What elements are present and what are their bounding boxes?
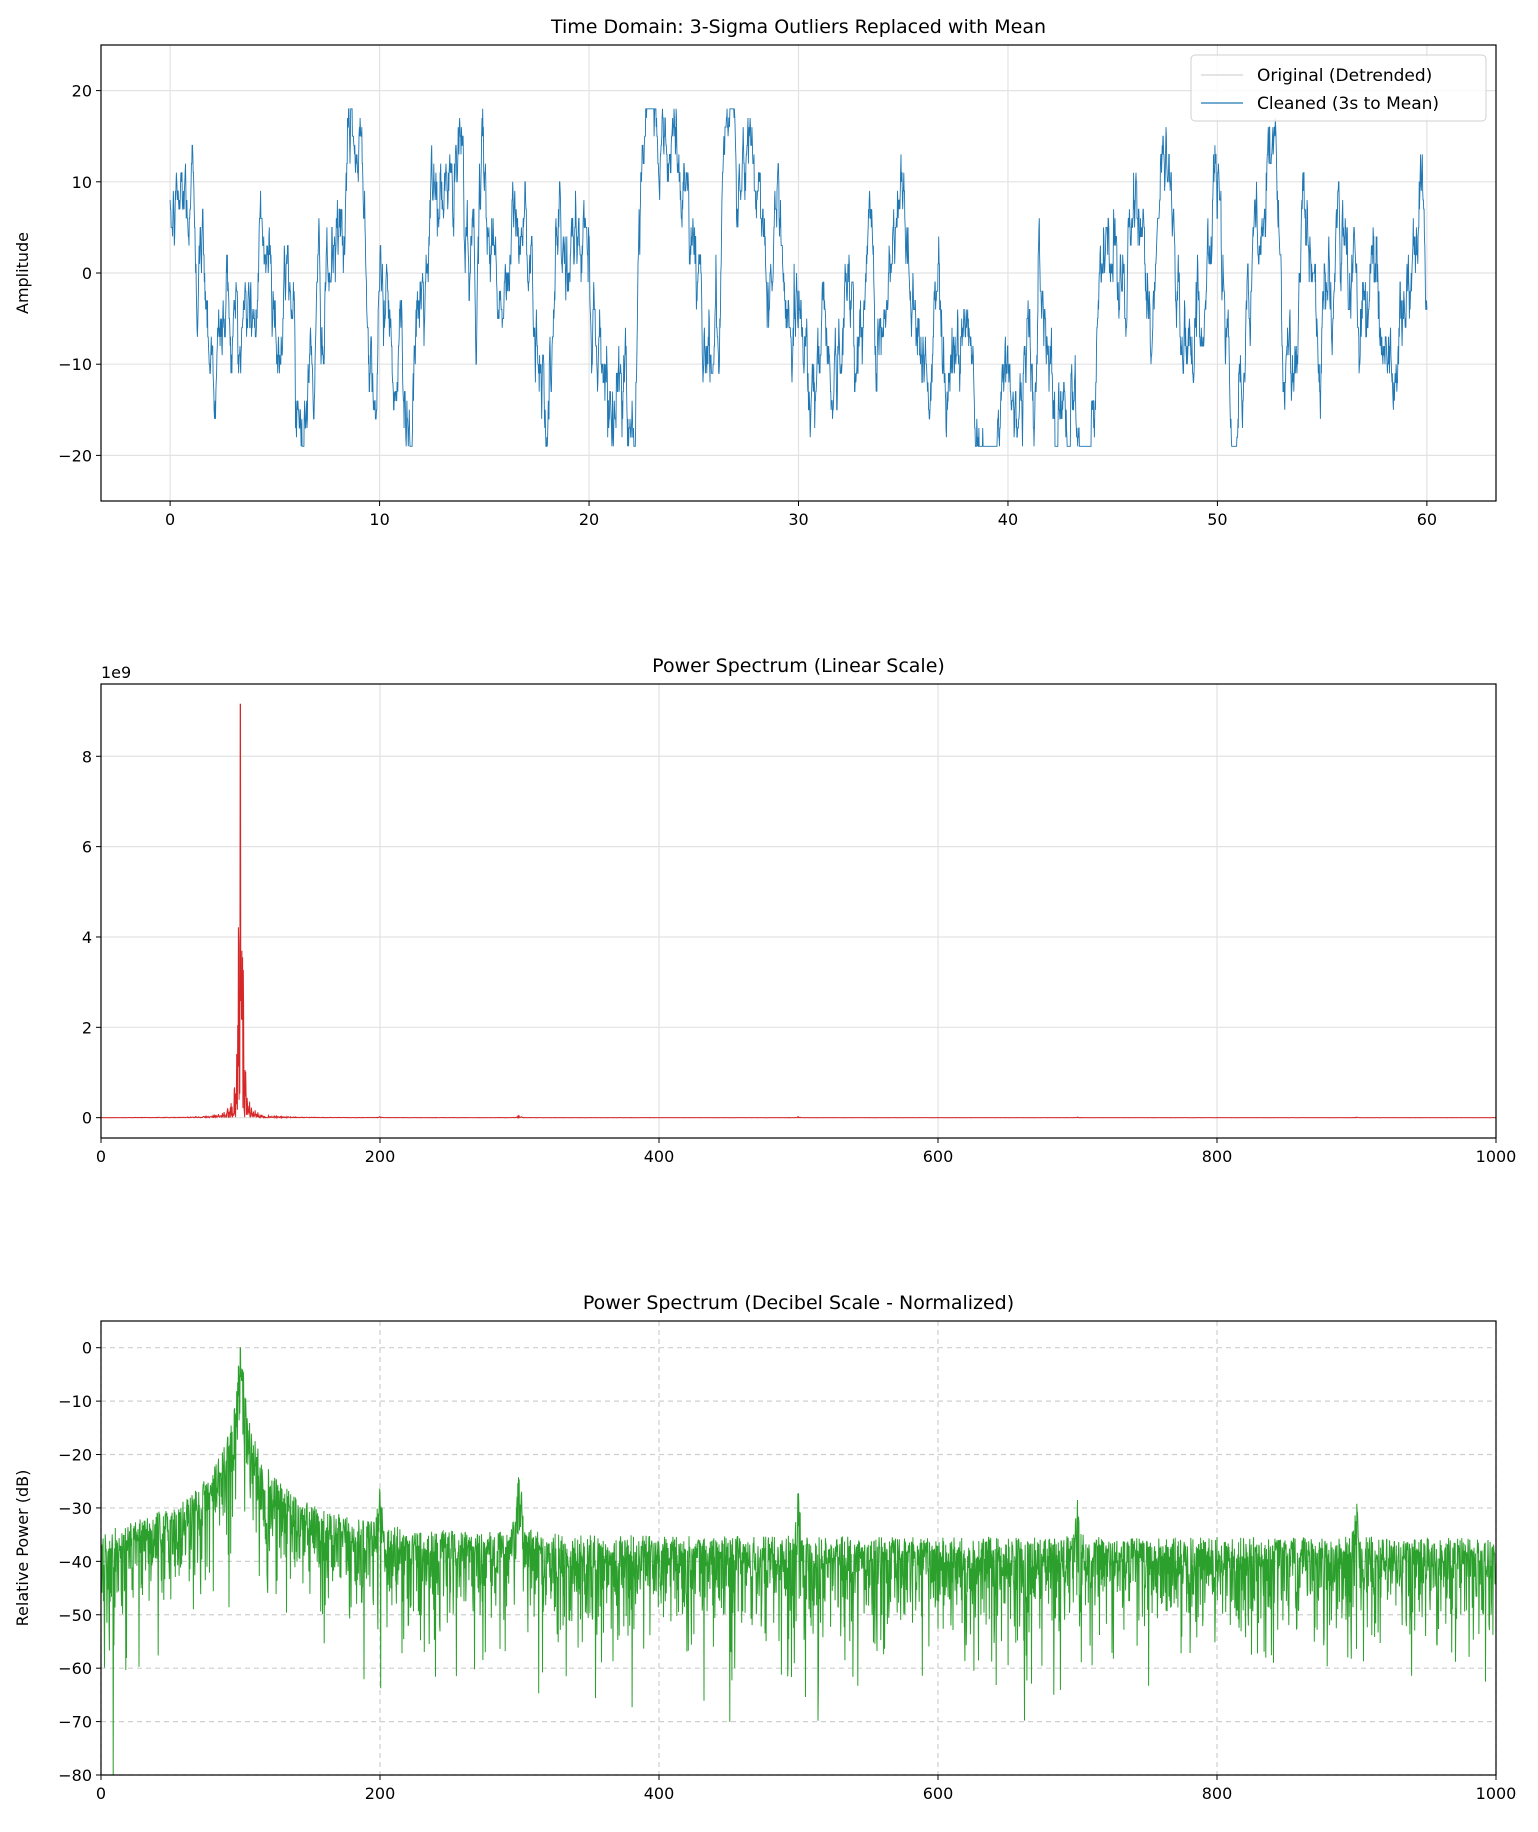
x-tick-label: 30 (788, 510, 808, 529)
y-tick-label: 0 (82, 1339, 92, 1358)
chart-title: Time Domain: 3-Sigma Outliers Replaced w… (550, 16, 1046, 38)
time-domain-plot: 0 10 20 30 40 50 60 −20 −10 0 10 20 Time Domain: 3-S… (13, 16, 1497, 529)
y-tick-label: −20 (58, 446, 92, 465)
y-tick-label: −10 (58, 1392, 92, 1411)
legend-box (1190, 54, 1487, 122)
y-tick-label: 2 (82, 1018, 92, 1037)
x-tick-label: 400 (644, 1784, 675, 1803)
series-line-cleaned (169, 108, 1428, 447)
x-tick-label: 20 (579, 510, 599, 529)
y-tick-label: 0 (82, 264, 92, 283)
linear-spectrum-plot: 0 200 400 600 800 1000 0 2 4 6 8 Power Spectrum (Li… (82, 655, 1517, 1166)
y-tick-label: −50 (58, 1606, 92, 1625)
db-spectrum-plot: 0 200 400 600 800 1000 −80 −70 −60 −50 −40 −30 −20 −1… (13, 1292, 1516, 1803)
y-offset-label: 1e9 (101, 663, 131, 682)
y-tick-label: 20 (72, 82, 92, 101)
y-tick-label: 0 (82, 1109, 92, 1128)
x-tick-label: 1000 (1476, 1784, 1517, 1803)
x-tick-label: 200 (365, 1147, 396, 1166)
x-tick-label: 600 (923, 1147, 954, 1166)
y-tick-label: −70 (58, 1713, 92, 1732)
x-tick-label: 400 (644, 1147, 675, 1166)
y-tick-label: −10 (58, 355, 92, 374)
y-axis-label: Amplitude (13, 232, 32, 314)
y-tick-label: −30 (58, 1499, 92, 1518)
x-tick-label: 50 (1207, 510, 1227, 529)
y-tick-label: 4 (82, 928, 92, 947)
axes-frame (100, 44, 1497, 502)
axes-frame (100, 1320, 1497, 1776)
x-tick-label: 60 (1417, 510, 1437, 529)
x-tick-label: 40 (998, 510, 1018, 529)
x-tick-label: 800 (1202, 1147, 1233, 1166)
series-line-db-power (101, 1347, 1496, 1775)
y-tick-label: −40 (58, 1552, 92, 1571)
y-tick-label: −20 (58, 1446, 92, 1465)
x-tick-label: 600 (923, 1784, 954, 1803)
y-tick-label: −60 (58, 1659, 92, 1678)
x-tick-label: 0 (165, 510, 175, 529)
y-tick-label: 8 (82, 747, 92, 766)
legend-label: Cleaned (3s to Mean) (1257, 94, 1439, 114)
y-axis-label: Relative Power (dB) (13, 1470, 32, 1627)
x-tick-label: 0 (96, 1147, 106, 1166)
x-tick-label: 1000 (1476, 1147, 1517, 1166)
y-tick-label: 10 (72, 173, 92, 192)
chart-title: Power Spectrum (Decibel Scale - Normaliz… (583, 1292, 1014, 1314)
legend: Original (Detrended) Cleaned (3s to Mean) (1190, 54, 1487, 122)
x-tick-label: 200 (365, 1784, 396, 1803)
x-tick-label: 800 (1202, 1784, 1233, 1803)
chart-title: Power Spectrum (Linear Scale) (652, 655, 945, 677)
y-tick-label: 6 (82, 838, 92, 857)
x-tick-label: 10 (369, 510, 389, 529)
series-line-linear-power (101, 703, 1496, 1120)
legend-label: Original (Detrended) (1257, 66, 1432, 86)
axes-frame (100, 683, 1497, 1139)
x-tick-label: 0 (96, 1784, 106, 1803)
y-tick-label: −80 (58, 1766, 92, 1785)
